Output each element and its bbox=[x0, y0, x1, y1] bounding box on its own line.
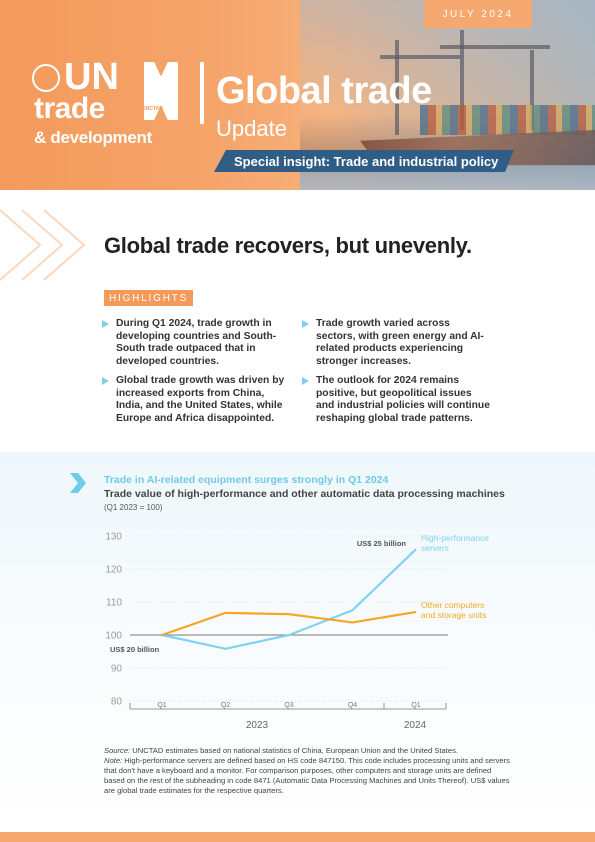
page-title: Global trade bbox=[216, 70, 432, 112]
annotation-q1-2024: US$ 25 billion bbox=[357, 539, 407, 548]
bullet-triangle-icon bbox=[102, 377, 109, 385]
y-tick-label: 100 bbox=[105, 631, 122, 642]
logo-trade: trade bbox=[34, 92, 105, 125]
x-tick-label: Q1 bbox=[411, 702, 420, 709]
highlights-label: HIGHLIGHTS bbox=[104, 290, 194, 306]
note-label: Note: bbox=[104, 756, 123, 765]
un-trade-development-logo: UN trade & development UNCTAD bbox=[32, 56, 182, 155]
logo-unctad: UNCTAD bbox=[142, 106, 163, 112]
y-tick-label: 120 bbox=[105, 565, 122, 576]
year-label: 2024 bbox=[404, 720, 427, 731]
chart-index-note: (Q1 2023 = 100) bbox=[104, 503, 163, 512]
header-divider bbox=[200, 62, 204, 124]
footer-bar bbox=[0, 832, 595, 842]
x-tick-label: Q1 bbox=[157, 702, 166, 709]
logo-un: UN bbox=[64, 56, 119, 98]
bullet-triangle-icon bbox=[302, 320, 309, 328]
page-subtitle: Update bbox=[216, 116, 287, 141]
bullet-triangle-icon bbox=[302, 377, 309, 385]
source-text: UNCTAD estimates based on national stati… bbox=[130, 746, 459, 755]
source-label: Source: bbox=[104, 746, 131, 755]
highlight-item: The outlook for 2024 remains positive, b… bbox=[302, 375, 491, 425]
un-emblem-icon bbox=[32, 64, 60, 92]
line-chart: 80 90 100 110 120 130 Q1 Q2 Q3 Q4 Q1 2023 2024 High-p… bbox=[105, 532, 489, 732]
y-tick-label: 130 bbox=[105, 532, 122, 543]
chevron-decoration-icon bbox=[0, 209, 86, 281]
logo-development: & development bbox=[34, 128, 152, 147]
series-line-0 bbox=[161, 548, 417, 650]
x-tick-label: Q3 bbox=[284, 702, 293, 709]
y-tick-label: 80 bbox=[111, 697, 123, 708]
highlight-item: Global trade growth was driven by increa… bbox=[102, 375, 286, 425]
bullet-triangle-icon bbox=[102, 320, 109, 328]
note-text: High-performance servers are defined bas… bbox=[104, 756, 510, 795]
legend-label-servers: High-performance bbox=[421, 533, 489, 543]
year-label: 2023 bbox=[246, 720, 269, 731]
legend-label-other: and storage units bbox=[421, 610, 486, 620]
source-note: Source: UNCTAD estimates based on nation… bbox=[104, 746, 514, 796]
y-tick-label: 90 bbox=[111, 664, 123, 675]
highlight-item: Trade growth varied across sectors, with… bbox=[302, 318, 491, 368]
x-tick-label: Q2 bbox=[221, 702, 230, 709]
y-tick-label: 110 bbox=[106, 598, 122, 609]
highlight-item: During Q1 2024, trade growth in developi… bbox=[102, 318, 286, 368]
headline: Global trade recovers, but unevenly. bbox=[104, 233, 472, 258]
chevron-right-icon bbox=[70, 473, 86, 493]
annotation-q1-2023: US$ 20 billion bbox=[110, 645, 160, 654]
legend-label-servers: servers bbox=[421, 543, 449, 553]
report-date: JULY 2024 bbox=[424, 0, 532, 28]
chart-title: Trade in AI-related equipment surges str… bbox=[104, 474, 389, 486]
x-tick-label: Q4 bbox=[348, 702, 357, 709]
chart-panel bbox=[0, 452, 595, 832]
chart-subtitle: Trade value of high-performance and othe… bbox=[104, 488, 505, 500]
legend-label-other: Other computers bbox=[421, 600, 484, 610]
special-insight-banner: Special insight: Trade and industrial po… bbox=[214, 150, 514, 172]
series-line-1 bbox=[161, 610, 417, 637]
